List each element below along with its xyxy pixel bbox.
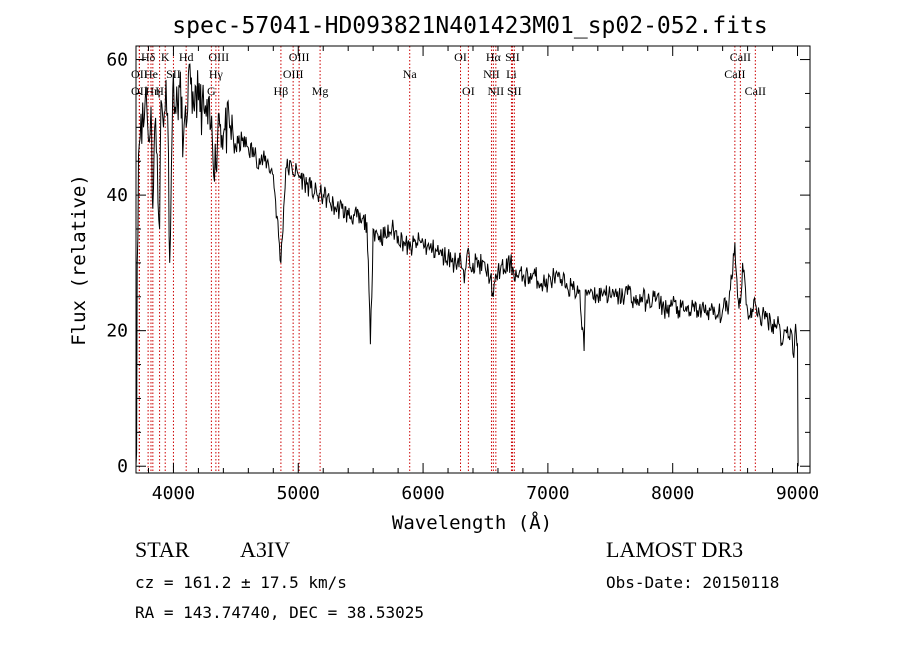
y-tick-label-3: 60 xyxy=(106,50,128,71)
line-label-19: Hα xyxy=(486,50,502,64)
line-label-8: Hd xyxy=(179,50,194,64)
line-label-6: K xyxy=(161,50,170,64)
x-tick-label-1: 5000 xyxy=(277,483,320,504)
y-tick-label-1: 20 xyxy=(106,321,128,342)
line-label-15: Mg xyxy=(312,84,329,98)
line-label-9: OIII xyxy=(208,50,229,64)
line-label-14: OIII xyxy=(283,67,304,81)
line-label-20: SII xyxy=(505,50,520,64)
line-label-0: Hδ xyxy=(141,50,156,64)
x-axis-label: Wavelength (Å) xyxy=(392,511,552,534)
line-label-13: OIII xyxy=(289,50,310,64)
line-label-24: SII xyxy=(507,84,522,98)
x-tick-labels: 4000 5000 6000 7000 8000 9000 xyxy=(152,483,819,504)
y-tick-label-2: 40 xyxy=(106,185,128,206)
object-subclass: A3IV xyxy=(240,537,291,562)
line-label-27: CaII xyxy=(745,84,766,98)
survey-name: LAMOST DR3 xyxy=(606,537,744,562)
line-label-25: CaII xyxy=(730,50,751,64)
line-label-3: He xyxy=(144,67,158,81)
x-tick-label-4: 8000 xyxy=(651,483,694,504)
y-tick-label-0: 0 xyxy=(117,456,128,477)
line-label-23: NII xyxy=(488,84,505,98)
line-label-21: NII xyxy=(483,67,500,81)
line-label-2: OII xyxy=(131,84,148,98)
line-label-1: OII xyxy=(131,67,148,81)
chart-title: spec-57041-HD093821N401423M01_sp02-052.f… xyxy=(172,13,767,39)
coordinates-readout: RA = 143.74740, DEC = 38.53025 xyxy=(135,603,424,622)
line-label-26: CaII xyxy=(724,67,745,81)
y-tick-labels: 0 20 40 60 xyxy=(106,50,128,478)
object-class: STAR xyxy=(135,537,190,562)
axis-ticks xyxy=(136,46,810,473)
plot-frame xyxy=(135,45,811,474)
spectrum-line xyxy=(135,63,799,467)
y-axis-label: Flux (relative) xyxy=(68,174,90,346)
observation-date: Obs-Date: 20150118 xyxy=(606,573,780,592)
line-label-12: Hβ xyxy=(274,84,289,98)
line-label-4: Hη xyxy=(145,84,160,98)
line-label-17: OI xyxy=(454,50,467,64)
x-tick-label-3: 7000 xyxy=(526,483,569,504)
line-label-11: G xyxy=(207,84,216,98)
line-label-22: Li xyxy=(506,67,517,81)
line-label-5: H xyxy=(155,84,164,98)
line-label-18: OI xyxy=(462,84,475,98)
redshift-readout: cz = 161.2 ± 17.5 km/s xyxy=(135,573,347,592)
line-label-16: Na xyxy=(403,67,418,81)
x-tick-label-0: 4000 xyxy=(152,483,195,504)
x-tick-label-2: 6000 xyxy=(401,483,444,504)
line-label-10: Hγ xyxy=(209,67,224,81)
x-tick-label-5: 9000 xyxy=(776,483,819,504)
